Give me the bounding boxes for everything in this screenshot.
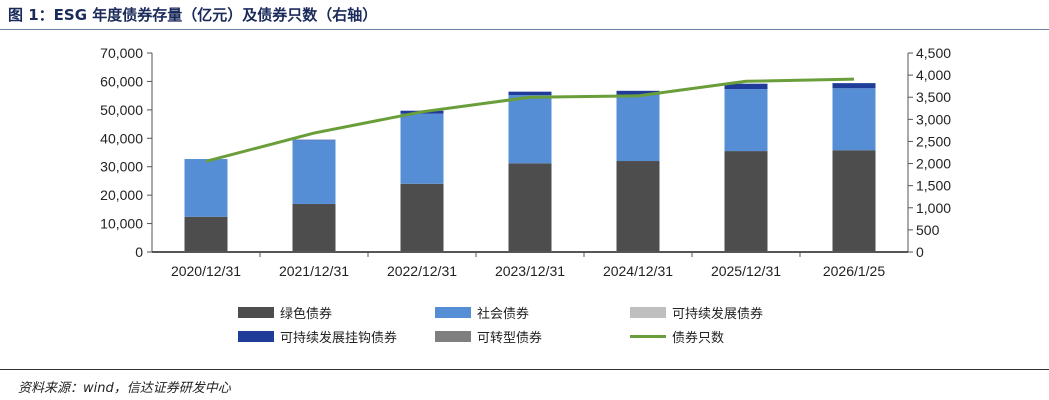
x-tick-label: 2024/12/31 (603, 263, 673, 279)
x-tick-label: 2021/12/31 (279, 263, 349, 279)
right-tick-label: 1,000 (916, 200, 951, 216)
bar-segment (184, 159, 228, 217)
x-tick-label: 2025/12/31 (711, 263, 781, 279)
legend-label: 可持续发展债券 (672, 307, 764, 322)
figure-title: 图 1：ESG 年度债券存量（亿元）及债券只数（右轴） (8, 6, 378, 24)
legend-item: 可持续发展债券 (630, 303, 763, 322)
right-tick-label: 500 (916, 222, 940, 238)
x-tick-label: 2023/12/31 (495, 263, 565, 279)
chart: 0 10,000 20,000 30,000 40,000 50,000 60,000 70,… (100, 45, 951, 279)
bar-segment (400, 183, 444, 252)
bar-segment (292, 139, 336, 141)
right-tick-label: 2,500 (916, 133, 951, 149)
bar-segment (724, 89, 768, 152)
bar-segment (832, 150, 876, 252)
bar-segment (508, 95, 552, 164)
left-tick-label: 50,000 (100, 102, 143, 118)
right-tick-label: 0 (916, 244, 924, 260)
legend-swatch (435, 331, 471, 342)
bar-segment (724, 151, 768, 252)
source-note: 资料来源：wind，信达证券研发中心 (18, 381, 231, 396)
legend-label: 可持续发展挂钩债券 (280, 331, 398, 346)
left-tick-label: 70,000 (100, 45, 143, 61)
legend-swatch (435, 307, 471, 318)
right-tick-label: 3,000 (916, 111, 951, 127)
bar-segment (292, 140, 336, 204)
left-tick-label: 30,000 (100, 159, 143, 175)
right-tick-label: 2,000 (916, 156, 951, 172)
legend-swatch (630, 307, 666, 318)
right-tick-label: 1,500 (916, 178, 951, 194)
bar-segment (616, 161, 660, 252)
bar-segment (832, 83, 876, 89)
bar-segment (616, 94, 660, 162)
x-tick-label: 2022/12/31 (387, 263, 457, 279)
title-divider (0, 29, 1049, 30)
left-tick-label: 0 (135, 244, 143, 260)
bar-segment (616, 90, 660, 95)
right-tick-label: 3,500 (916, 89, 951, 105)
legend-label: 社会债券 (477, 307, 530, 322)
bar-segment (508, 163, 552, 252)
legend-item: 绿色债券 (238, 303, 332, 322)
bar-segment (724, 83, 768, 90)
x-tick-label: 2026/1/25 (823, 263, 885, 279)
legend-item: 债券只数 (630, 327, 724, 346)
legend-item: 可持续发展挂钩债券 (238, 327, 397, 346)
legend-label: 可转型债券 (477, 331, 543, 346)
legend-item: 可转型债券 (435, 327, 542, 346)
x-tick-label: 2020/12/31 (171, 263, 241, 279)
left-tick-label: 60,000 (100, 73, 143, 89)
right-tick-label: 4,000 (916, 67, 951, 83)
bar-segment (292, 203, 336, 252)
left-tick-label: 10,000 (100, 216, 143, 232)
legend-label: 债券只数 (672, 331, 725, 346)
left-tick-label: 20,000 (100, 187, 143, 203)
bar-segment (832, 88, 876, 151)
legend-swatch (630, 335, 666, 338)
legend-swatch (238, 331, 274, 342)
bar-segment (508, 91, 552, 96)
left-tick-label: 40,000 (100, 130, 143, 146)
legend-swatch (238, 307, 274, 318)
bar-segment (400, 113, 444, 184)
right-tick-label: 4,500 (916, 45, 951, 61)
footer-divider (0, 369, 1049, 370)
legend-label: 绿色债券 (280, 307, 333, 322)
bar-segment (184, 216, 228, 252)
legend-item: 社会债券 (435, 303, 529, 322)
